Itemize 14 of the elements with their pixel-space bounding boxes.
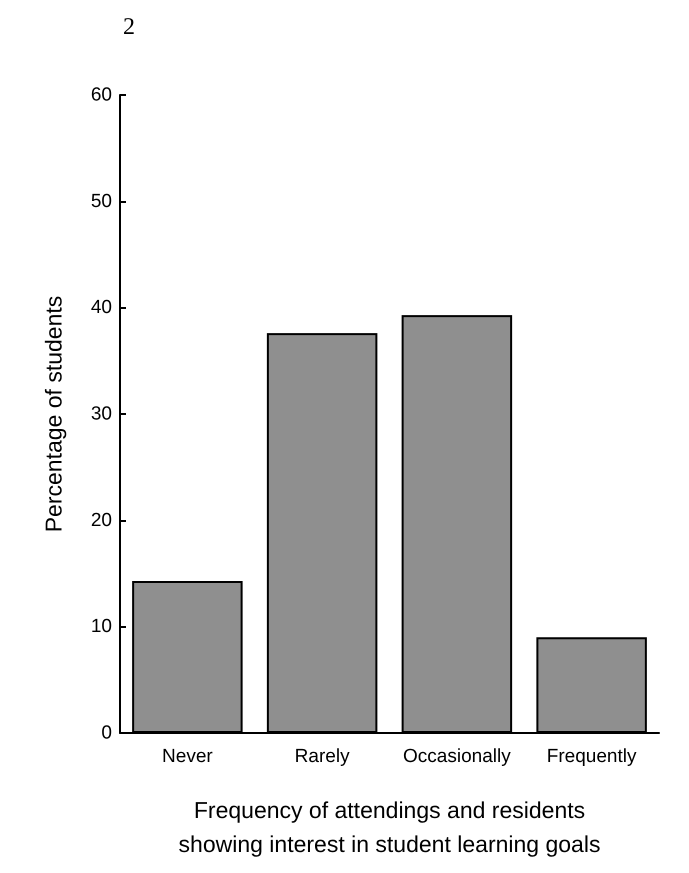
x-tick-label: Frequently	[546, 746, 637, 767]
y-tick-label: 40	[90, 297, 112, 318]
x-tick-label: Occasionally	[403, 746, 512, 767]
y-tick-label: 60	[90, 84, 112, 106]
x-tick-label: Never	[162, 746, 214, 767]
y-tick-label: 0	[101, 722, 112, 744]
y-tick-label: 50	[90, 190, 112, 212]
x-tick-label: Rarely	[294, 746, 350, 767]
chart-title: 2	[123, 14, 135, 40]
y-tick-label: 30	[90, 404, 112, 424]
y-axis-title: Percentage of students	[40, 296, 66, 532]
y-tick-label: 20	[90, 510, 112, 531]
y-tick-label: 10	[90, 616, 112, 638]
x-axis-title: Frequency of attendings and residents showing interest in student learning goals	[178, 797, 600, 857]
